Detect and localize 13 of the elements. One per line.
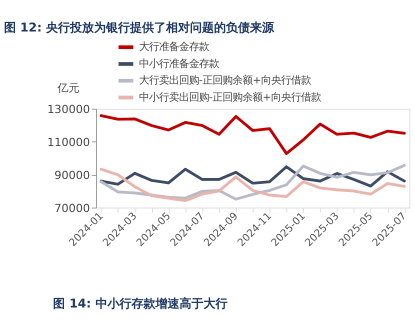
legend-label: 大行卖出回购-正回购余额+向央行借款 (138, 74, 312, 87)
legend-label: 大行准备金存款 (138, 40, 209, 53)
line-series (100, 165, 406, 188)
y-tick-label: 70000 (54, 202, 90, 215)
chart-title: 图 12: 央行投放为银行提供了相对问题的负债来源 (4, 20, 276, 34)
caption: 图 14: 中小行存款增速高于大行 (53, 296, 228, 310)
legend-label: 中小行卖出回购-正回购余额+向央行借款 (138, 91, 322, 104)
y-tick-label: 110000 (47, 136, 90, 149)
y-tick-label: 90000 (54, 168, 90, 182)
legend-label: 中小行准备金存款 (138, 58, 219, 70)
y-axis-title: 亿元 (56, 81, 80, 94)
y-tick-label: 130000 (47, 102, 90, 116)
line-series (100, 114, 406, 155)
